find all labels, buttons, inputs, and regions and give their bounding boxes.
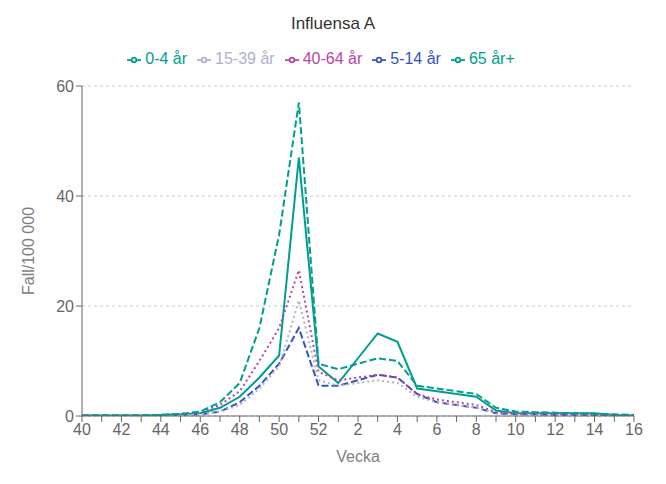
svg-text:Fall/100 000: Fall/100 000: [20, 207, 37, 295]
svg-text:0: 0: [65, 408, 74, 425]
svg-text:10: 10: [507, 421, 525, 438]
html-text:Influensa A: Influensa A: [290, 14, 376, 33]
svg-text:12: 12: [546, 421, 564, 438]
svg-text:2: 2: [354, 421, 363, 438]
svg-text:48: 48: [231, 421, 249, 438]
svg-text:50: 50: [270, 421, 288, 438]
html-text:65 år+: 65 år+: [468, 50, 515, 67]
svg-text:46: 46: [191, 421, 209, 438]
svg-text:40: 40: [73, 421, 91, 438]
svg-text:8: 8: [472, 421, 481, 438]
svg-text:60: 60: [56, 78, 74, 95]
svg-text:14: 14: [586, 421, 604, 438]
html-text:15-39 år: 15-39 år: [215, 50, 275, 67]
svg-text:44: 44: [152, 421, 170, 438]
svg-text:6: 6: [432, 421, 441, 438]
html-text:5-14 år: 5-14 år: [390, 50, 441, 67]
svg-text:52: 52: [310, 421, 328, 438]
html-text:40-64 år: 40-64 år: [302, 50, 363, 67]
svg-text:42: 42: [113, 421, 131, 438]
svg-text:40: 40: [56, 188, 74, 205]
svg-text:20: 20: [56, 298, 74, 315]
svg-text:Vecka: Vecka: [336, 448, 380, 465]
html-text:0-4 år: 0-4 år: [145, 50, 187, 67]
svg-text:4: 4: [393, 421, 402, 438]
svg-text:16: 16: [625, 421, 643, 438]
